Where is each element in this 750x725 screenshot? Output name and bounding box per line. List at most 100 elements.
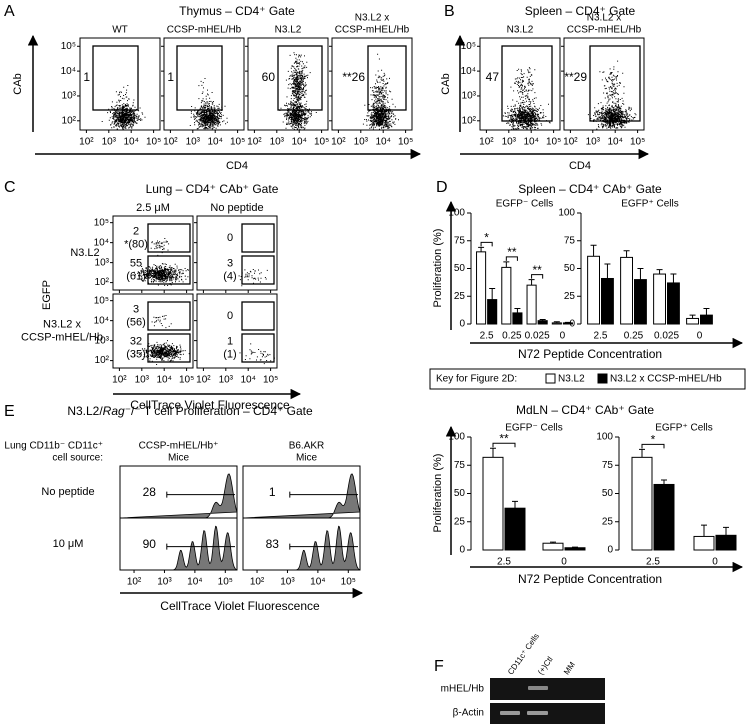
gate-value: 47 (486, 70, 500, 84)
gel-band (527, 711, 548, 715)
y-tick-label: 75 (454, 460, 466, 471)
error-bar (590, 244, 597, 257)
significance-bracket (505, 256, 518, 261)
x-axis-label: CellTrace Violet Fluorescence (160, 599, 320, 613)
gate-value: 1 (167, 70, 174, 84)
x-tick-label: 10⁵ (398, 137, 413, 148)
y-tick-label: 10⁴ (461, 66, 476, 77)
bar (587, 255, 600, 325)
histogram (119, 525, 238, 571)
row-label: N3.L2 x (43, 318, 81, 330)
gate-value: *(80) (124, 238, 148, 250)
bar (551, 322, 562, 325)
x-tick-label: 0.25 (502, 331, 522, 342)
gate-value: (1) (223, 348, 236, 360)
plot-frame (196, 215, 278, 291)
bar (693, 535, 715, 551)
x-axis-label: N72 Peptide Concentration (518, 572, 662, 586)
error-bar (572, 546, 578, 548)
x-tick-label: 0 (697, 331, 703, 342)
gate-value: 3 (133, 303, 139, 315)
bar (653, 273, 666, 325)
row-label: N3.L2 (70, 247, 99, 259)
panel-title: Thymus – CD4⁺ Gate (179, 4, 295, 18)
gate (92, 45, 139, 111)
x-tick-label: 10⁴ (310, 577, 325, 588)
x-tick-label: 10⁴ (291, 137, 306, 148)
gate-value: 0 (227, 232, 233, 244)
x-tick-label: 10² (196, 375, 211, 386)
x-tick-label: 10³ (157, 577, 172, 588)
panel-title: Spleen – CD4⁺ Gate (525, 4, 636, 18)
error-bar (489, 287, 496, 300)
error-bar (623, 250, 630, 258)
y-axis-label: CAb (12, 73, 24, 94)
gate (241, 223, 275, 253)
plot-frame (331, 37, 413, 131)
bar (504, 507, 526, 551)
y-tick-label: 10³ (95, 257, 110, 268)
cell-dots (501, 67, 551, 130)
plot-header: WT (112, 25, 128, 36)
x-tick-label: 10⁴ (156, 375, 171, 386)
gate-value: 83 (266, 537, 280, 551)
x-tick-label: 2.5 (497, 557, 511, 568)
gate-value: 90 (143, 537, 157, 551)
gate-value: 60 (262, 70, 276, 84)
error-bar (689, 314, 696, 319)
x-tick-label: 10³ (280, 577, 295, 588)
y-tick-label: 100 (448, 208, 465, 219)
x-tick-label: 0.25 (624, 331, 644, 342)
x-tick-label: 10³ (270, 137, 285, 148)
row-label: mHEL/Hb (441, 684, 485, 695)
error-bar (564, 321, 571, 323)
gate (147, 333, 191, 363)
x-tick-label: 0.025 (525, 331, 550, 342)
x-tick-label: 10⁴ (207, 137, 222, 148)
x-tick-label: 10² (479, 137, 494, 148)
y-tick-label: 50 (454, 263, 466, 274)
title-part: ⁻/⁻ (125, 404, 141, 418)
gate-line (166, 491, 235, 498)
plot-frame (247, 37, 329, 131)
x-tick-label: 10⁵ (341, 577, 356, 588)
significance-label: ** (532, 263, 542, 277)
legend-label: N3.L2 (558, 374, 585, 385)
panel-title: N3.L2/Rag⁻/⁻ T cell Proliferation – CD4⁺… (67, 404, 313, 418)
column-header: B6.AKR (289, 441, 325, 452)
x-tick-label: 0 (561, 557, 567, 568)
y-tick-label: 75 (564, 235, 576, 246)
y-axis-label: EGFP (41, 280, 53, 310)
x-axis-label: CD4 (569, 160, 591, 172)
y-tick-label: 50 (454, 488, 466, 499)
error-bar (670, 273, 677, 283)
x-tick-label: 10⁴ (607, 137, 622, 148)
y-tick-label: 0 (569, 319, 575, 330)
gate-value: 32 (130, 335, 142, 347)
row-label: β-Actin (453, 708, 484, 719)
cell-dots (587, 60, 637, 130)
gate-value: 2 (133, 225, 139, 237)
column-header: CCSP-mHEL/Hb⁺ (139, 441, 219, 452)
significance-label: * (484, 231, 489, 245)
column-header: No peptide (210, 202, 263, 214)
gate (241, 301, 275, 331)
y-tick-label: 50 (602, 488, 614, 499)
x-tick-label: 10⁵ (546, 137, 561, 148)
x-tick-label: 10² (112, 375, 127, 386)
title-part: N3.L2/ (67, 404, 103, 418)
cell-dots (101, 85, 146, 130)
error-bar (478, 246, 485, 252)
x-tick-label: 10⁴ (240, 375, 255, 386)
error-bar (553, 321, 560, 323)
bar (653, 483, 675, 551)
error-bar (701, 524, 707, 537)
column-header: 2.5 μM (136, 202, 170, 214)
y-tick-label: 25 (602, 516, 614, 527)
cell-dots (362, 53, 399, 130)
x-tick-label: 10⁵ (218, 577, 233, 588)
column-header: Mice (168, 453, 190, 464)
panel-title: MdLN – CD4⁺ CAb⁺ Gate (516, 403, 654, 417)
error-bar (550, 541, 556, 544)
gate-value: 1 (227, 335, 233, 347)
